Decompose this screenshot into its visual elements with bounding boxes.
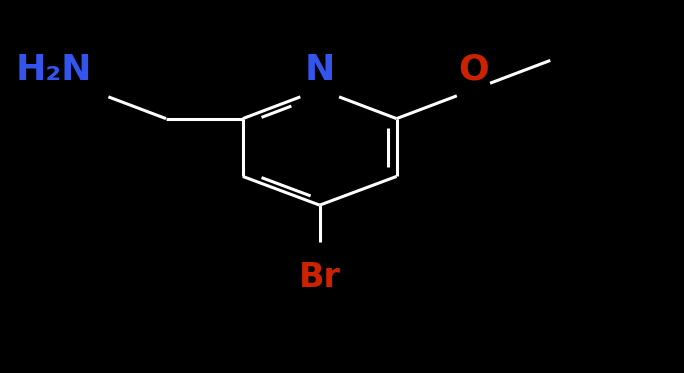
Text: Br: Br (299, 261, 341, 294)
Text: O: O (458, 53, 489, 87)
Text: N: N (304, 53, 335, 87)
Text: H₂N: H₂N (16, 53, 92, 87)
